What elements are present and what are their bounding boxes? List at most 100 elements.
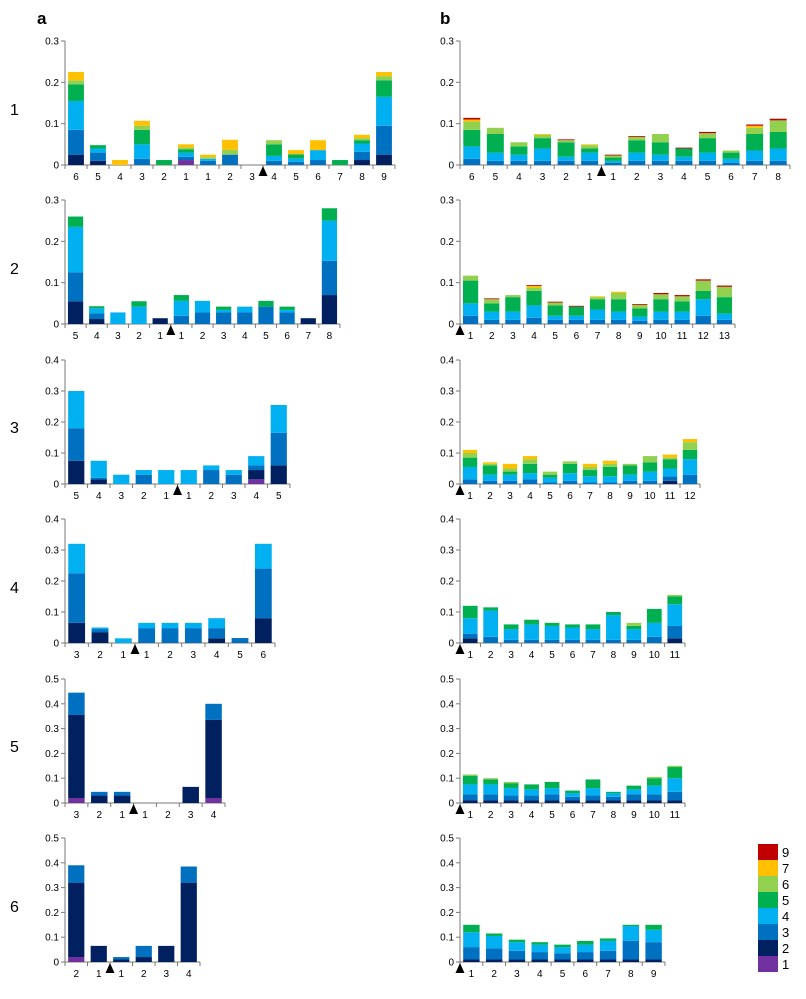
bar-segment-cn7 xyxy=(376,72,392,77)
bar-segment-cn2 xyxy=(577,959,594,962)
bar-segment-cn3 xyxy=(524,639,539,643)
x-tick-label: 3 xyxy=(508,810,514,821)
x-tick-label: 4 xyxy=(211,810,217,821)
bar-segment-cn2 xyxy=(91,795,108,803)
bar-segment-cn5 xyxy=(321,208,338,221)
bar-segment-cn4 xyxy=(682,459,698,475)
bar-segment-cn2 xyxy=(462,638,478,643)
x-tick-label: 6 xyxy=(574,331,580,342)
bar-segment-cn3 xyxy=(503,639,519,643)
x-tick-label: 7 xyxy=(337,172,343,183)
bar-segment-cn2 xyxy=(483,800,499,803)
x-tick-label: 2 xyxy=(141,491,147,502)
x-tick-label: 4 xyxy=(527,491,533,502)
bar-segment-cn4 xyxy=(138,622,156,629)
x-tick-label: 5 xyxy=(552,331,558,342)
bar-segment-cn4 xyxy=(510,154,528,161)
bar-segment-cn4 xyxy=(626,629,642,640)
bar-segment-cn3 xyxy=(462,479,478,484)
bar-segment-cn3 xyxy=(134,158,150,165)
bar-segment-cn9 xyxy=(716,285,733,287)
bar-segment-cn6 xyxy=(542,471,558,475)
bar-segment-cn6 xyxy=(667,765,683,768)
legend-swatch-1 xyxy=(758,956,778,972)
bar-segment-cn3 xyxy=(200,160,216,165)
y-tick-label: 0.3 xyxy=(45,883,59,894)
bar-segment-cn6 xyxy=(510,142,528,147)
y-tick-label: 0 xyxy=(448,161,454,172)
bar-segment-cn4 xyxy=(565,793,580,797)
bar-segment-cn2 xyxy=(599,959,617,962)
bar-segment-cn3 xyxy=(68,428,85,461)
boundary-marker-triangle xyxy=(596,166,606,176)
bar-segment-cn3 xyxy=(178,156,194,161)
bar-segment-cn5 xyxy=(675,148,693,157)
bar-segment-cn3 xyxy=(463,947,480,960)
bar-segment-cn5 xyxy=(554,944,571,948)
bar-segment-cn4 xyxy=(484,311,500,320)
bar-segment-cn4 xyxy=(225,470,242,475)
x-tick-label: 8 xyxy=(628,969,634,980)
x-tick-label: 9 xyxy=(637,331,643,342)
bar-segment-cn3 xyxy=(482,480,498,484)
x-tick-label: 11 xyxy=(665,491,676,502)
bar-segment-cn3 xyxy=(646,636,662,643)
bar-segment-cn3 xyxy=(526,317,542,324)
bar-segment-cn4 xyxy=(534,148,551,161)
x-tick-label: 9 xyxy=(631,650,637,661)
bar-segment-cn4 xyxy=(674,311,690,320)
bar-segment-cn3 xyxy=(611,319,627,324)
bar-segment-cn2 xyxy=(645,959,662,962)
x-tick-label: 1 xyxy=(186,491,192,502)
bar-segment-cn7 xyxy=(526,285,542,288)
row-label-4: 4 xyxy=(10,580,19,597)
bar-segment-cn5 xyxy=(505,297,521,312)
bar-segment-cn5 xyxy=(462,280,479,304)
legend-swatch-6 xyxy=(758,876,778,892)
x-tick-label: 3 xyxy=(74,650,80,661)
bar-segment-cn3 xyxy=(505,319,521,324)
legend-swatch-4 xyxy=(758,908,778,924)
bar-segment-cn3 xyxy=(722,162,740,165)
x-tick-label: 12 xyxy=(684,491,696,502)
x-tick-label: 11 xyxy=(677,331,688,342)
bar-segment-cn2 xyxy=(300,318,316,324)
bar-segment-cn5 xyxy=(462,605,478,619)
x-tick-label: 5 xyxy=(73,491,79,502)
bar-segment-cn4 xyxy=(645,929,662,943)
y-tick-label: 0.2 xyxy=(440,237,454,248)
bar-segment-cn5 xyxy=(622,465,638,475)
bar-segment-cn5 xyxy=(508,939,526,943)
bar-segment-cn5 xyxy=(547,305,563,316)
y-tick-label: 0.4 xyxy=(440,699,454,710)
bar-segment-cn7 xyxy=(354,134,370,139)
bar-segment-cn4 xyxy=(462,303,479,316)
bar-segment-cn3 xyxy=(557,160,575,165)
bar-segment-cn4 xyxy=(203,465,220,471)
bar-segment-cn6 xyxy=(626,622,642,626)
x-tick-label: 5 xyxy=(237,650,243,661)
bar-segment-cn4 xyxy=(526,305,542,318)
bar-segment-cn5 xyxy=(602,466,618,477)
bar-segment-cn4 xyxy=(642,471,658,481)
x-tick-label: 2 xyxy=(487,491,493,502)
bar-segment-cn4 xyxy=(310,150,326,161)
bar-segment-cn5 xyxy=(462,457,478,467)
x-tick-label: 9 xyxy=(627,491,633,502)
y-tick-label: 0.3 xyxy=(440,196,454,207)
y-tick-label: 0.3 xyxy=(45,387,59,398)
y-tick-label: 0 xyxy=(53,480,59,491)
bar-segment-cn4 xyxy=(651,154,669,161)
bar-segment-cn4 xyxy=(722,158,740,163)
y-tick-label: 0 xyxy=(53,799,59,810)
bar-segment-cn4 xyxy=(180,470,197,484)
bar-segment-cn3 xyxy=(266,160,282,165)
bar-segment-cn7 xyxy=(534,134,551,135)
y-tick-label: 0.4 xyxy=(440,858,454,869)
y-tick-label: 0.1 xyxy=(440,119,454,130)
bar-segment-cn4 xyxy=(67,226,84,273)
bar-segment-cn5 xyxy=(577,940,594,945)
x-tick-label: 1 xyxy=(467,810,473,821)
bar-segment-cn3 xyxy=(582,482,598,484)
x-tick-label: 3 xyxy=(118,491,124,502)
